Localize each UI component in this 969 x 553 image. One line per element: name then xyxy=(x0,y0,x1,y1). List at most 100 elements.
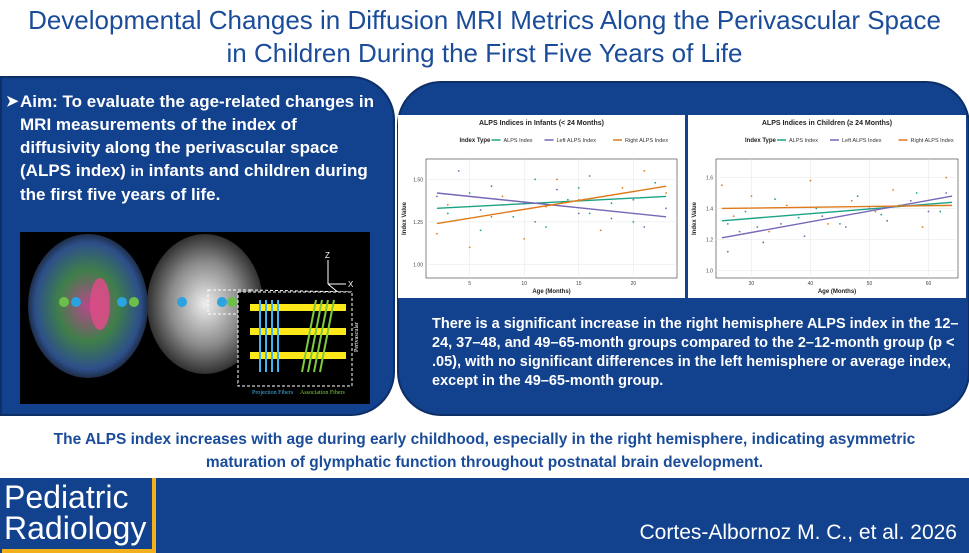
data-point xyxy=(945,192,948,194)
conclusion-line-1: The ALPS index increases with age during… xyxy=(53,431,916,448)
poster-title: Developmental Changes in Diffusion MRI M… xyxy=(0,4,969,70)
data-point xyxy=(744,210,747,213)
y-tick-label: 1.2 xyxy=(706,237,713,243)
x-axis-label: Age (Months) xyxy=(818,289,856,295)
data-point xyxy=(721,184,723,187)
data-point xyxy=(523,238,526,240)
data-point xyxy=(844,226,847,228)
data-point xyxy=(785,204,788,207)
data-point xyxy=(479,209,482,211)
data-point xyxy=(880,213,883,216)
data-point xyxy=(874,210,877,213)
y-tick-label: 1.6 xyxy=(706,176,713,182)
legend-entry: Left ALPS Index xyxy=(557,138,597,144)
data-point xyxy=(809,179,812,182)
perivascular-label: Perivascular xyxy=(354,322,360,352)
data-point xyxy=(512,215,515,218)
data-point xyxy=(939,210,942,213)
data-point xyxy=(868,207,871,210)
legend-title: Index Type xyxy=(460,138,492,144)
arrow-bullet-icon: ➤ xyxy=(6,93,19,110)
x-axis-label: Age (Months) xyxy=(532,289,570,295)
x-tick-label: 15 xyxy=(576,281,582,287)
data-point xyxy=(490,185,493,188)
data-point xyxy=(909,199,912,202)
y-tick-label: 1.00 xyxy=(413,262,423,268)
trend-line xyxy=(436,185,667,225)
data-point xyxy=(768,230,771,233)
data-point xyxy=(621,187,624,189)
data-point xyxy=(556,188,558,191)
data-point xyxy=(643,170,646,172)
x-tick-label: 30 xyxy=(749,281,755,287)
data-point xyxy=(821,215,824,218)
data-point xyxy=(588,212,591,215)
dti-brain-slice xyxy=(28,234,148,378)
chart-title: ALPS Indices in Infants (< 24 Months) xyxy=(479,120,604,127)
roi-marker xyxy=(129,297,139,307)
plot-area xyxy=(425,158,678,279)
legend-entry: Right ALPS Index xyxy=(625,138,668,144)
data-point xyxy=(446,204,449,206)
data-point xyxy=(762,241,765,244)
axis-label-x: X xyxy=(348,280,354,289)
roi-marker xyxy=(217,297,227,307)
children-chart: ALPS Indices in Children (≥ 24 Months) In… xyxy=(688,115,966,298)
finding-text: There is a significant increase in the r… xyxy=(432,316,959,389)
aim-label: Aim: xyxy=(20,92,58,111)
data-point xyxy=(577,212,580,215)
roi-marker xyxy=(117,297,127,307)
association-fibers-label: Association Fibers xyxy=(300,390,345,396)
x-tick-label: 20 xyxy=(631,281,637,287)
data-point xyxy=(827,223,830,225)
data-point xyxy=(892,189,894,191)
data-point xyxy=(750,195,753,197)
aim-text: ➤ Aim: To evaluate the age-related chang… xyxy=(6,90,380,206)
legend-entry: Right ALPS Index xyxy=(911,138,954,144)
chart-title: ALPS Indices in Children (≥ 24 Months) xyxy=(762,120,892,127)
data-point xyxy=(479,229,482,232)
roi-marker xyxy=(59,297,69,307)
aim-text-2: in xyxy=(130,163,144,180)
data-point xyxy=(797,216,800,219)
data-point xyxy=(501,195,504,198)
data-point xyxy=(856,195,859,197)
data-point xyxy=(577,187,580,189)
data-point xyxy=(534,221,537,223)
journal-name-line-1: Pediatric xyxy=(4,479,129,515)
data-point xyxy=(556,178,558,181)
y-tick-label: 1.50 xyxy=(413,177,423,183)
y-tick-label: 1.0 xyxy=(706,268,713,274)
data-point xyxy=(599,229,602,232)
title-line-2: in Children During the First Five Years … xyxy=(226,38,743,68)
data-point xyxy=(886,219,889,222)
legend-entry: Left ALPS Index xyxy=(842,138,882,144)
projection-fibers-label: Projection Fibers xyxy=(252,390,294,396)
trend-line xyxy=(721,204,953,210)
data-point xyxy=(732,215,735,218)
x-tick-label: 10 xyxy=(521,281,527,287)
data-point xyxy=(803,235,806,238)
data-point xyxy=(610,202,613,205)
plot-area xyxy=(715,158,959,279)
x-tick-label: 50 xyxy=(867,281,873,287)
data-point xyxy=(490,215,493,218)
data-point xyxy=(780,223,782,225)
data-point xyxy=(446,212,449,215)
legend-title: Index Type xyxy=(745,138,777,144)
aim-text-3: infants and children during the first fi… xyxy=(20,161,368,204)
data-point xyxy=(436,232,438,235)
aim-text-1: To evaluate the age-related changes in M… xyxy=(20,92,374,180)
axis-label-z: Z xyxy=(325,251,330,260)
x-tick-label: 5 xyxy=(468,281,471,287)
y-tick-label: 1.25 xyxy=(413,220,423,226)
zoom-box xyxy=(207,289,251,315)
data-point xyxy=(921,226,924,228)
data-point xyxy=(632,198,635,201)
data-point xyxy=(945,176,948,179)
footer: Pediatric Radiology Cortes-Albornoz M. C… xyxy=(0,478,969,553)
data-point xyxy=(665,207,667,210)
data-point xyxy=(468,192,471,194)
data-point xyxy=(457,170,460,172)
journal-logo: Pediatric Radiology xyxy=(2,478,156,553)
